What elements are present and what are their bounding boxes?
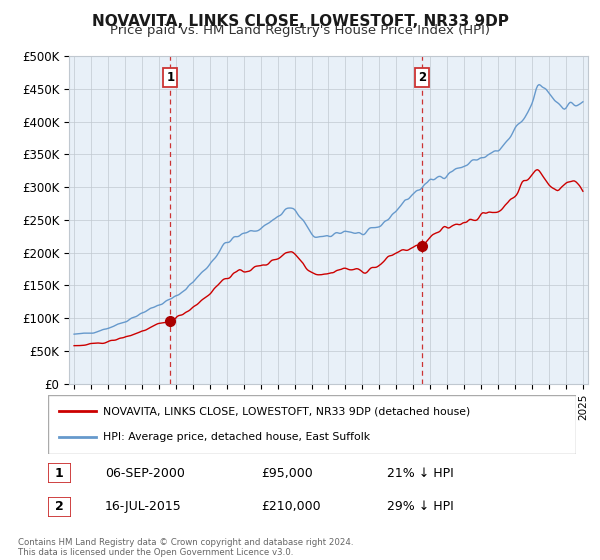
FancyBboxPatch shape [48, 463, 71, 483]
Text: Price paid vs. HM Land Registry's House Price Index (HPI): Price paid vs. HM Land Registry's House … [110, 24, 490, 37]
Text: 06-SEP-2000: 06-SEP-2000 [105, 466, 185, 480]
Text: NOVAVITA, LINKS CLOSE, LOWESTOFT, NR33 9DP (detached house): NOVAVITA, LINKS CLOSE, LOWESTOFT, NR33 9… [103, 406, 470, 416]
Text: 16-JUL-2015: 16-JUL-2015 [105, 500, 182, 514]
Text: 21% ↓ HPI: 21% ↓ HPI [387, 466, 454, 480]
Text: 1: 1 [55, 466, 64, 480]
FancyBboxPatch shape [48, 497, 71, 517]
Text: Contains HM Land Registry data © Crown copyright and database right 2024.
This d: Contains HM Land Registry data © Crown c… [18, 538, 353, 557]
Text: £210,000: £210,000 [261, 500, 320, 514]
Text: 1: 1 [166, 71, 175, 84]
Text: 29% ↓ HPI: 29% ↓ HPI [387, 500, 454, 514]
Text: 2: 2 [418, 71, 427, 84]
Text: HPI: Average price, detached house, East Suffolk: HPI: Average price, detached house, East… [103, 432, 371, 442]
Text: £95,000: £95,000 [261, 466, 313, 480]
Text: 2: 2 [55, 500, 64, 514]
Text: NOVAVITA, LINKS CLOSE, LOWESTOFT, NR33 9DP: NOVAVITA, LINKS CLOSE, LOWESTOFT, NR33 9… [92, 14, 508, 29]
FancyBboxPatch shape [48, 395, 576, 454]
